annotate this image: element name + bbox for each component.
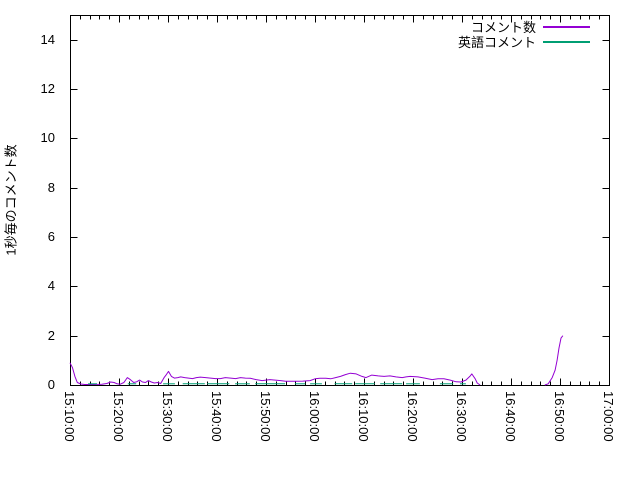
x-tick-label: 16:50:00 bbox=[552, 391, 567, 442]
y-tick-label: 10 bbox=[40, 130, 55, 146]
x-tick-label: 17:00:00 bbox=[601, 391, 616, 442]
legend: コメント数 英語コメント bbox=[457, 19, 590, 50]
x-tick-label: 15:10:00 bbox=[62, 391, 77, 442]
y-tick-label: 14 bbox=[40, 31, 55, 47]
x-tick-label: 15:20:00 bbox=[111, 391, 126, 442]
legend-line-sample-comments bbox=[543, 25, 590, 28]
x-tick-label: 16:40:00 bbox=[503, 391, 518, 442]
legend-label-comments: コメント数 bbox=[470, 20, 536, 35]
y-tick-label: 0 bbox=[47, 377, 55, 392]
y-tick-label: 2 bbox=[47, 327, 55, 343]
legend-label-english-comments: 英語コメント bbox=[457, 35, 536, 50]
y-tick-label: 6 bbox=[47, 229, 55, 244]
legend-row-comments: コメント数 bbox=[458, 19, 590, 35]
x-tick-label: 16:00:00 bbox=[307, 391, 322, 442]
legend-line-sample-english-comments bbox=[543, 40, 590, 43]
series-line-0 bbox=[544, 335, 564, 386]
y-tick-label: 12 bbox=[40, 81, 55, 96]
x-tick-label: 16:30:00 bbox=[454, 391, 469, 442]
x-tick-label: 15:50:00 bbox=[258, 391, 273, 442]
y-tick-label: 8 bbox=[47, 179, 55, 195]
y-tick-label: 4 bbox=[47, 278, 55, 294]
x-tick-label: 16:10:00 bbox=[356, 391, 371, 442]
x-tick-label: 15:30:00 bbox=[160, 391, 175, 442]
plot-border bbox=[70, 15, 610, 386]
x-tick-label: 15:40:00 bbox=[209, 391, 224, 442]
legend-row-english-comments: 英語コメント bbox=[457, 34, 590, 50]
series-line-0 bbox=[69, 362, 481, 386]
x-tick-label: 16:20:00 bbox=[405, 391, 420, 442]
